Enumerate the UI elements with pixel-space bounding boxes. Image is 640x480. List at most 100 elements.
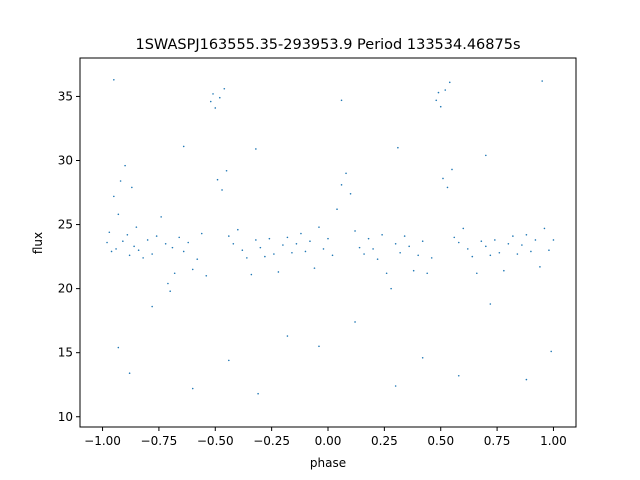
data-point: [512, 235, 514, 237]
data-point: [525, 378, 528, 381]
data-point: [394, 385, 397, 387]
data-point: [221, 189, 223, 191]
y-axis-label: flux: [31, 232, 45, 254]
x-tick-label: −0.50: [197, 434, 234, 448]
data-point: [268, 237, 271, 240]
data-point: [108, 231, 111, 234]
data-point: [110, 250, 113, 253]
data-point: [426, 272, 429, 275]
data-point: [228, 359, 230, 362]
data-point: [225, 169, 228, 172]
data-point: [167, 282, 169, 285]
data-point: [209, 100, 212, 103]
data-point: [187, 241, 190, 244]
data-point: [525, 234, 528, 236]
data-point: [151, 305, 153, 308]
x-axis: −1.00 −0.75 −0.50 −0.25 0.00 0.25 0.50 0.75 1.00: [84, 427, 567, 448]
data-point: [205, 275, 208, 277]
data-point: [417, 254, 419, 257]
data-point: [446, 186, 449, 189]
data-point: [530, 250, 532, 253]
y-tick-label: 25: [58, 218, 73, 232]
data-point: [397, 146, 399, 149]
data-point: [372, 248, 374, 250]
data-point: [223, 87, 226, 90]
data-point: [135, 226, 138, 228]
data-point: [178, 236, 180, 239]
data-point: [543, 227, 546, 230]
data-point: [494, 239, 496, 241]
data-point: [363, 253, 365, 255]
data-point: [117, 346, 120, 349]
data-point: [259, 246, 262, 249]
data-point: [516, 253, 519, 255]
y-tick-label: 30: [58, 154, 73, 168]
data-point: [119, 180, 122, 182]
data-point: [282, 244, 284, 246]
data-point: [466, 248, 469, 250]
data-point: [313, 267, 316, 269]
data-point: [451, 168, 453, 171]
data-point: [390, 287, 392, 290]
data-point: [128, 372, 131, 374]
data-point: [354, 321, 356, 323]
data-point: [322, 248, 325, 250]
data-points: [106, 78, 555, 395]
data-point: [295, 242, 298, 245]
data-point: [485, 154, 487, 157]
data-point: [196, 258, 199, 260]
data-point: [246, 257, 248, 259]
data-point: [106, 241, 108, 244]
y-axis: 10 15 20 25 30 35: [58, 89, 80, 424]
data-point: [255, 148, 257, 150]
data-point: [421, 240, 424, 243]
data-point: [394, 242, 397, 245]
data-point: [124, 164, 126, 167]
data-point: [381, 234, 383, 236]
data-point: [142, 257, 144, 259]
data-point: [437, 91, 440, 94]
data-point: [273, 253, 275, 255]
data-point: [457, 241, 460, 244]
data-point: [309, 240, 311, 243]
data-point: [534, 239, 537, 241]
data-point: [318, 345, 320, 348]
data-point: [399, 251, 401, 254]
data-point: [115, 248, 117, 250]
data-point: [169, 290, 171, 292]
y-tick-label: 35: [58, 89, 73, 103]
data-point: [367, 237, 370, 240]
data-point: [155, 235, 158, 237]
data-point: [126, 234, 129, 236]
data-point: [212, 93, 214, 95]
data-point: [117, 213, 120, 216]
data-point: [548, 249, 550, 251]
data-point: [457, 374, 460, 377]
data-point: [137, 249, 140, 251]
x-tick-label: 1.00: [540, 434, 567, 448]
data-point: [358, 246, 361, 249]
data-point: [480, 240, 483, 243]
data-point: [476, 272, 478, 275]
y-tick-label: 15: [58, 346, 73, 360]
data-point: [507, 242, 510, 245]
data-point: [151, 253, 153, 255]
y-tick-label: 20: [58, 282, 73, 296]
data-point: [498, 251, 501, 254]
data-point: [552, 239, 555, 241]
data-point: [340, 184, 343, 186]
data-point: [250, 273, 253, 276]
x-tick-label: 0.25: [371, 434, 398, 448]
data-point: [264, 255, 266, 258]
x-tick-label: 0.00: [315, 434, 342, 448]
data-point: [214, 107, 217, 109]
data-point: [340, 99, 343, 102]
data-point: [442, 177, 444, 180]
data-point: [228, 235, 230, 237]
data-point: [408, 245, 410, 248]
data-point: [489, 254, 492, 257]
data-point: [444, 89, 447, 91]
data-point: [286, 236, 289, 239]
data-point: [173, 272, 176, 275]
